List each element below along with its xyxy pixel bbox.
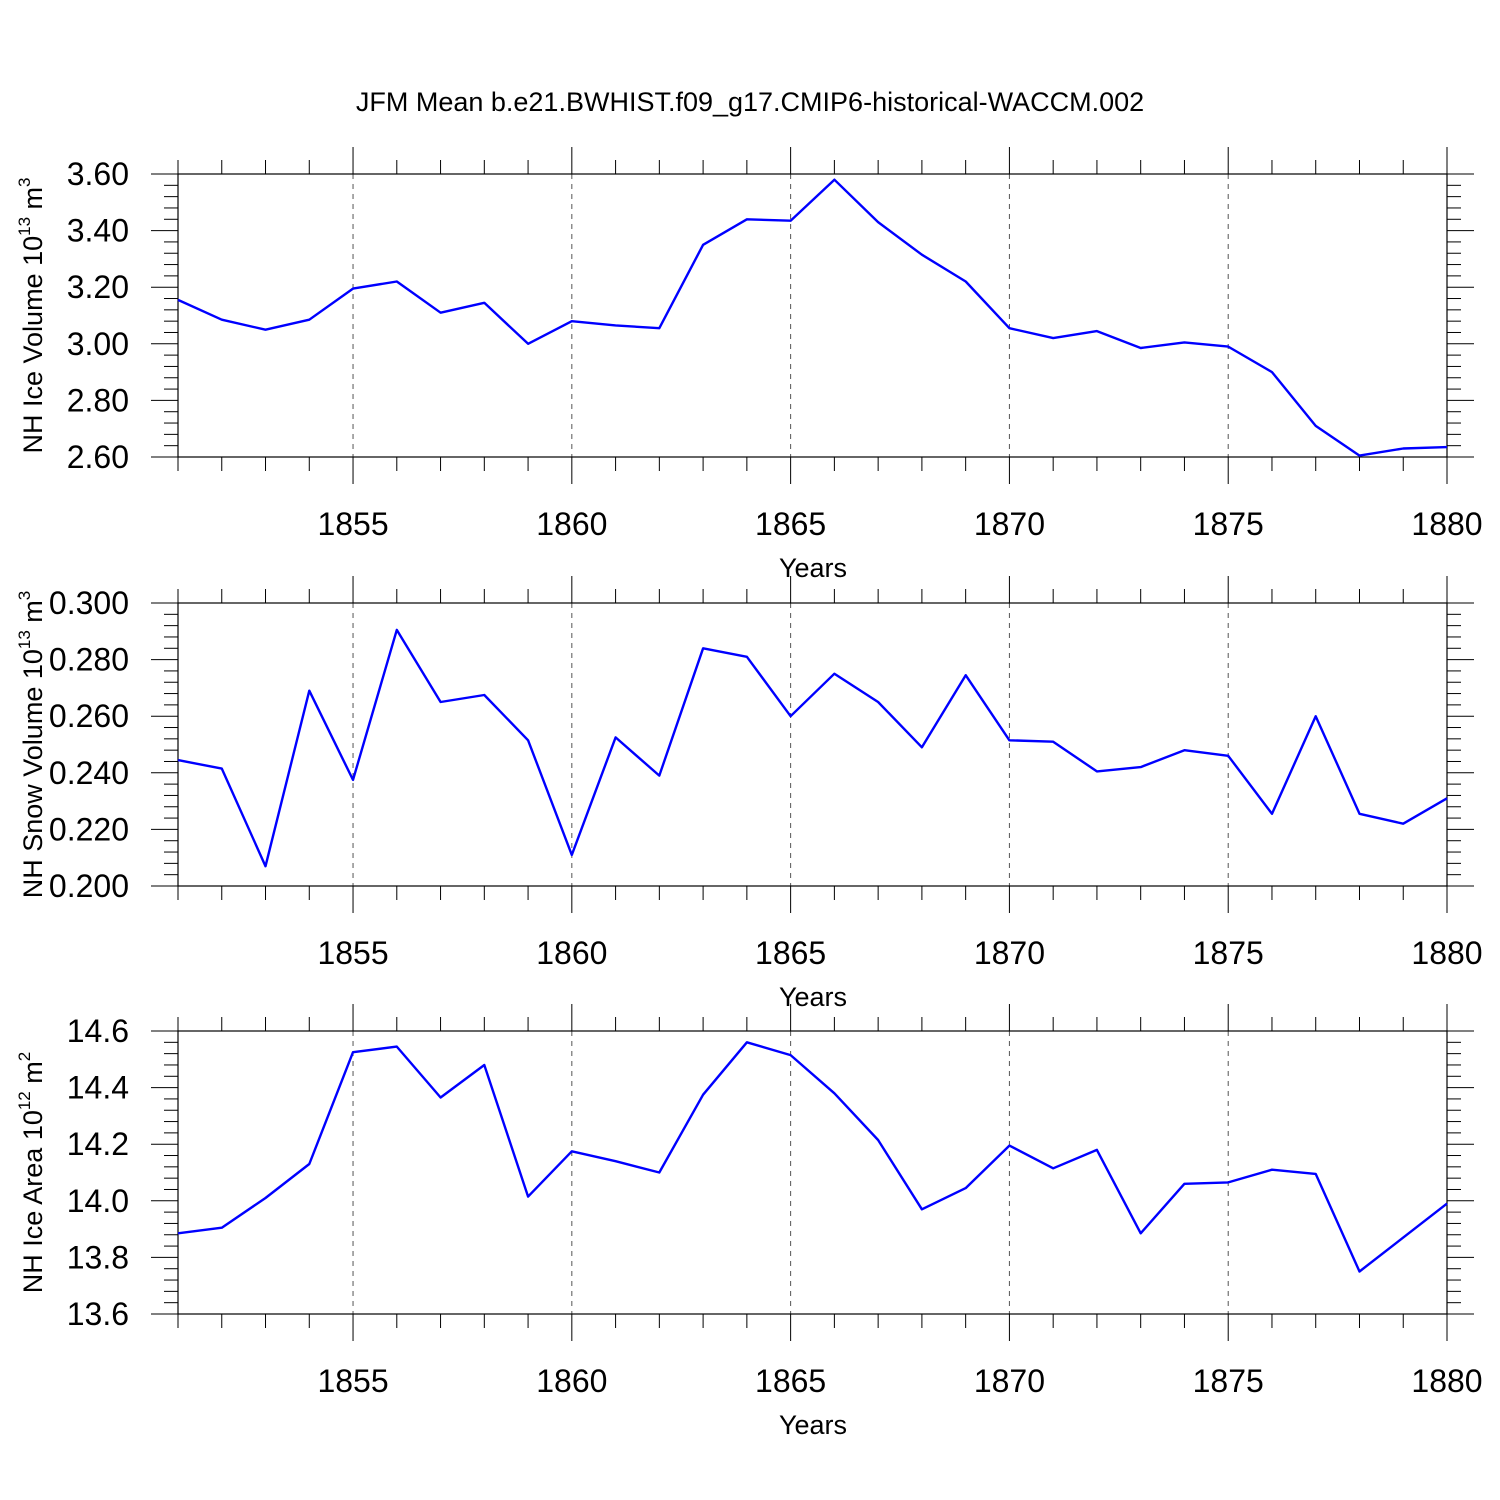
x-tick-label: 1855 bbox=[317, 935, 388, 971]
x-axis-label: Years bbox=[779, 553, 847, 583]
y-tick-label: 14.2 bbox=[67, 1126, 129, 1162]
y-axis-label-part: NH Ice Volume 10 bbox=[18, 236, 48, 454]
panel-3: 13.6 13.8 14.0 14.2 14.4 14.6 1855 1860 1865 1870… bbox=[15, 1004, 1483, 1440]
x-tick-label: 1860 bbox=[536, 506, 607, 542]
y-tick-label: 3.60 bbox=[67, 156, 129, 192]
y-tick-label: 0.300 bbox=[49, 585, 129, 621]
y-tick-label: 3.00 bbox=[67, 326, 129, 362]
y-axis-label-superscript: 3 bbox=[15, 591, 34, 600]
y-tick-label: 13.8 bbox=[67, 1239, 129, 1275]
x-tick-label: 1855 bbox=[317, 506, 388, 542]
x-axis-label: Years bbox=[779, 982, 847, 1012]
y-tick-label: 14.4 bbox=[67, 1070, 129, 1106]
x-tick-label: 1875 bbox=[1193, 506, 1264, 542]
y-tick-label: 0.220 bbox=[49, 811, 129, 847]
y-tick-label: 14.6 bbox=[67, 1013, 129, 1049]
x-tick-label: 1855 bbox=[317, 1363, 388, 1399]
y-tick-label: 0.280 bbox=[49, 642, 129, 678]
series-line bbox=[177, 178, 1448, 457]
y-axis-label-part: NH Snow Volume 10 bbox=[18, 649, 48, 898]
series-line bbox=[177, 1041, 1448, 1273]
x-tick-label: 1870 bbox=[974, 935, 1045, 971]
x-tick-label: 1870 bbox=[974, 1363, 1045, 1399]
x-tick-label: 1880 bbox=[1411, 935, 1482, 971]
x-tick-label: 1870 bbox=[974, 506, 1045, 542]
panels: 2.60 2.80 3.00 3.20 3.40 3.60 1855 1860 1865 1870… bbox=[15, 147, 1483, 1440]
y-tick-label: 14.0 bbox=[67, 1183, 129, 1219]
y-axis-label: NH Ice Area 1012 m2 bbox=[15, 1052, 48, 1293]
y-tick-label: 2.80 bbox=[67, 382, 129, 418]
y-axis-label: NH Snow Volume 1013 m3 bbox=[15, 591, 48, 899]
plot-frame bbox=[177, 173, 1448, 458]
chart-title: JFM Mean b.e21.BWHIST.f09_g17.CMIP6-hist… bbox=[356, 87, 1144, 117]
y-tick-label: 2.60 bbox=[67, 439, 129, 475]
y-axis-label-part: m bbox=[18, 600, 48, 630]
y-axis-label-part: m bbox=[18, 1061, 48, 1091]
y-axis-label-part: m bbox=[18, 187, 48, 217]
y-tick-label: 0.200 bbox=[49, 868, 129, 904]
y-tick-label: 13.6 bbox=[67, 1296, 129, 1332]
plot-frame bbox=[177, 602, 1448, 887]
y-axis-label-superscript: 13 bbox=[15, 630, 34, 649]
x-tick-label: 1880 bbox=[1411, 1363, 1482, 1399]
y-axis-label-superscript: 12 bbox=[15, 1091, 34, 1110]
y-axis-label-superscript: 2 bbox=[15, 1052, 34, 1061]
y-tick-label: 0.260 bbox=[49, 698, 129, 734]
panel-2: 0.200 0.220 0.240 0.260 0.280 0.300 1855 1860 18… bbox=[15, 576, 1483, 1012]
series-line bbox=[177, 628, 1448, 868]
plot-frame bbox=[177, 1030, 1448, 1315]
x-tick-label: 1865 bbox=[755, 506, 826, 542]
x-tick-label: 1860 bbox=[536, 1363, 607, 1399]
y-tick-label: 3.40 bbox=[67, 213, 129, 249]
x-tick-label: 1865 bbox=[755, 1363, 826, 1399]
x-tick-label: 1880 bbox=[1411, 506, 1482, 542]
x-tick-label: 1875 bbox=[1193, 1363, 1264, 1399]
x-tick-label: 1860 bbox=[536, 935, 607, 971]
y-axis-label-part: NH Ice Area 10 bbox=[18, 1110, 48, 1293]
y-axis-label-superscript: 3 bbox=[15, 178, 34, 187]
y-axis-label: NH Ice Volume 1013 m3 bbox=[15, 178, 48, 454]
y-tick-label: 3.20 bbox=[67, 269, 129, 305]
y-axis-label-superscript: 13 bbox=[15, 217, 34, 236]
x-axis-label: Years bbox=[779, 1410, 847, 1440]
x-tick-label: 1875 bbox=[1193, 935, 1264, 971]
x-tick-label: 1865 bbox=[755, 935, 826, 971]
y-tick-label: 0.240 bbox=[49, 755, 129, 791]
panel-1: 2.60 2.80 3.00 3.20 3.40 3.60 1855 1860 1865 1870… bbox=[15, 147, 1483, 583]
